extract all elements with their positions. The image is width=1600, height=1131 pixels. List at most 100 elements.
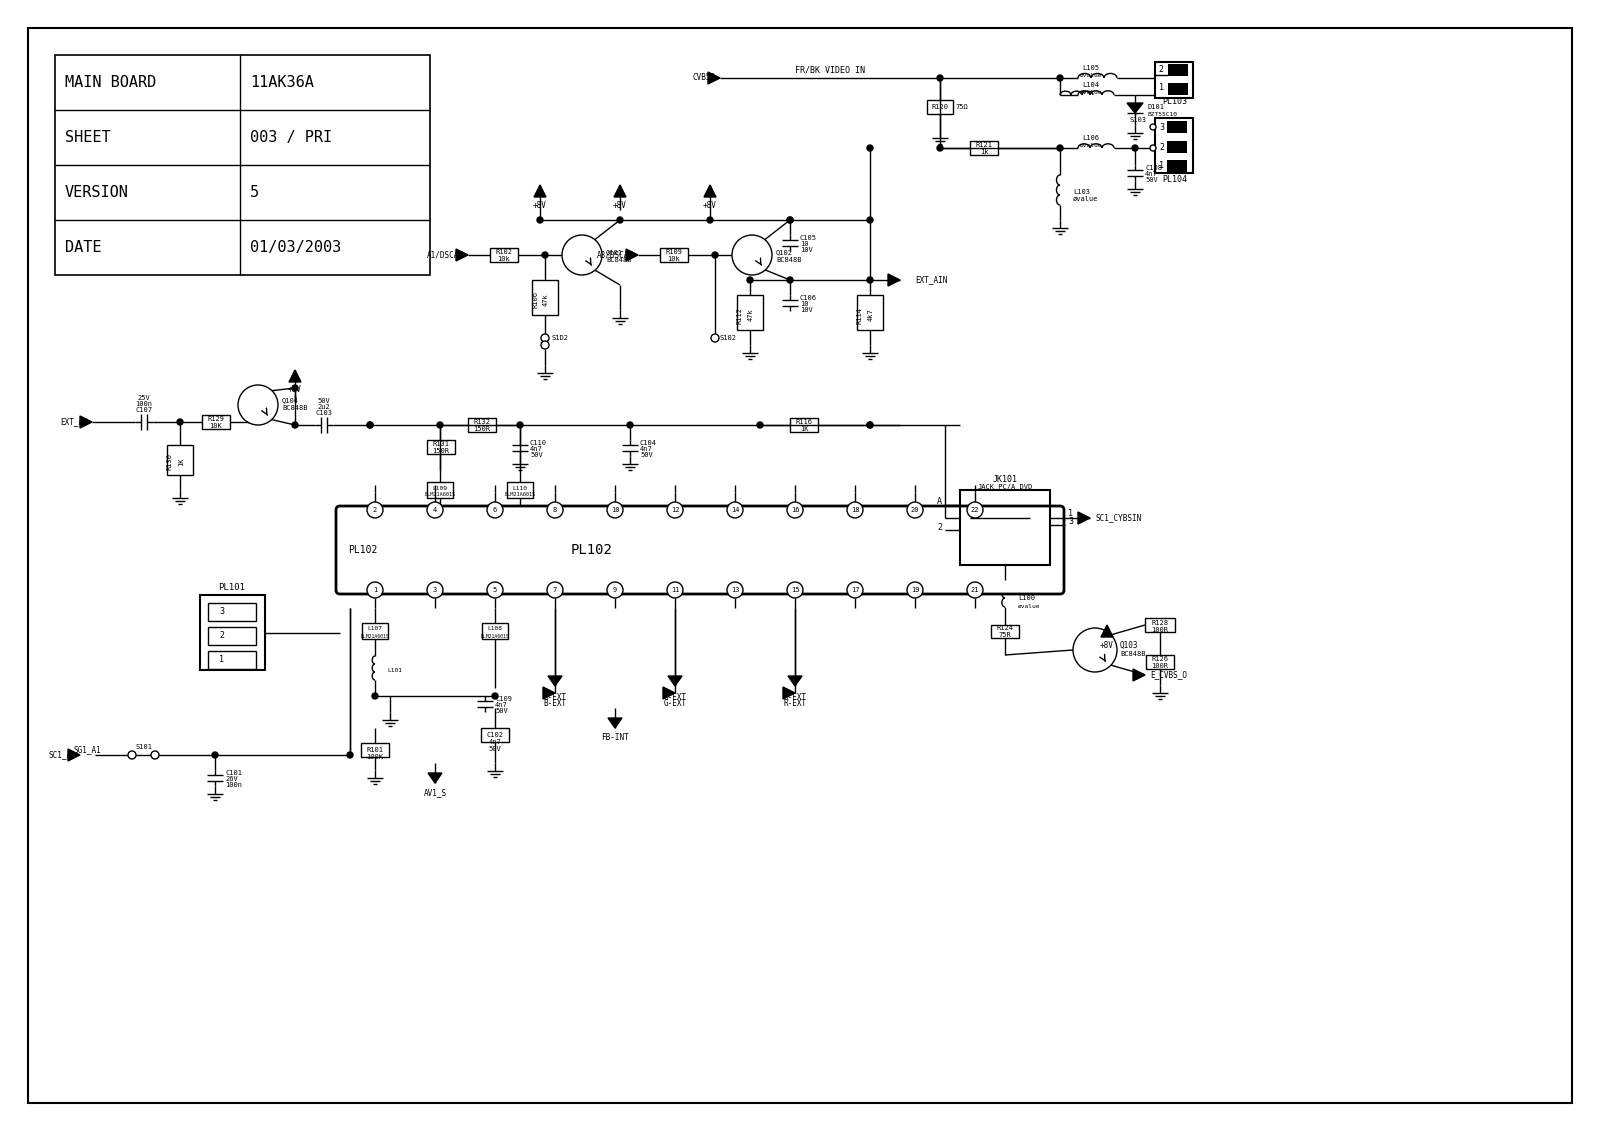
Text: 4n7: 4n7	[1146, 171, 1158, 176]
Bar	[482, 623, 509, 639]
Circle shape	[846, 582, 862, 598]
Text: 11AK36A: 11AK36A	[250, 75, 314, 90]
Text: C103: C103	[315, 411, 333, 416]
Text: SG1_A1: SG1_A1	[74, 745, 101, 754]
Circle shape	[538, 217, 542, 223]
Bar	[362, 623, 387, 639]
Text: 3: 3	[1160, 122, 1165, 131]
Text: R114: R114	[858, 307, 862, 323]
Text: R124: R124	[997, 625, 1013, 631]
Text: 10: 10	[800, 301, 808, 307]
Text: R102: R102	[496, 249, 512, 254]
Text: 12: 12	[670, 507, 680, 513]
Text: 2: 2	[373, 507, 378, 513]
Text: AV1_S: AV1_S	[424, 788, 446, 797]
Polygon shape	[534, 185, 546, 197]
Text: +8V: +8V	[1101, 640, 1114, 649]
Text: L106: L106	[1083, 135, 1099, 141]
Circle shape	[867, 422, 874, 428]
Text: L109: L109	[432, 485, 448, 491]
Text: 4k7: 4k7	[867, 309, 874, 321]
Polygon shape	[456, 249, 467, 261]
Text: 2: 2	[938, 523, 942, 532]
Text: 26V: 26V	[226, 776, 238, 782]
Text: 20: 20	[910, 507, 920, 513]
Circle shape	[366, 422, 373, 428]
Polygon shape	[1078, 512, 1090, 524]
Text: 15: 15	[790, 587, 800, 593]
Text: Q101: Q101	[606, 249, 622, 254]
Text: 100R: 100R	[1152, 627, 1168, 633]
Text: 01/03/2003: 01/03/2003	[250, 240, 341, 254]
Text: C104: C104	[640, 440, 658, 446]
Text: øvalue: øvalue	[1080, 89, 1102, 95]
Text: R128: R128	[1152, 620, 1168, 625]
Text: 50V: 50V	[494, 708, 507, 714]
Text: JK101: JK101	[992, 475, 1018, 484]
Polygon shape	[80, 416, 93, 428]
Text: 47k: 47k	[542, 294, 549, 307]
Circle shape	[747, 277, 754, 283]
Text: 1: 1	[1158, 84, 1163, 93]
Polygon shape	[614, 185, 626, 197]
Text: 50V: 50V	[530, 452, 542, 458]
Bar	[960, 490, 1050, 566]
Circle shape	[1058, 75, 1062, 81]
Text: SHEET: SHEET	[66, 130, 110, 145]
Text: 1: 1	[1069, 509, 1074, 518]
Text: 50V: 50V	[640, 452, 653, 458]
Bar	[1166, 121, 1187, 133]
Bar	[790, 418, 818, 432]
Bar	[208, 627, 256, 645]
Text: 4n7: 4n7	[530, 446, 542, 452]
Text: 3: 3	[434, 587, 437, 593]
Circle shape	[366, 502, 382, 518]
Bar	[208, 603, 256, 621]
Text: A1/DSCAT: A1/DSCAT	[427, 250, 464, 259]
Text: 9: 9	[613, 587, 618, 593]
Circle shape	[486, 502, 502, 518]
Text: 003 / PRI: 003 / PRI	[250, 130, 333, 145]
Text: 150R: 150R	[474, 426, 491, 432]
Text: 150R: 150R	[432, 448, 450, 454]
Text: 10: 10	[800, 241, 808, 247]
Text: BC848B: BC848B	[776, 257, 802, 264]
Polygon shape	[626, 249, 638, 261]
Text: L103: L103	[1074, 189, 1090, 195]
Text: BLM21A601S: BLM21A601S	[360, 633, 389, 639]
Text: 10V: 10V	[800, 307, 813, 313]
Circle shape	[618, 217, 622, 223]
Text: EXT_AIN: EXT_AIN	[915, 276, 947, 285]
Polygon shape	[429, 772, 442, 783]
Bar	[1155, 118, 1194, 173]
Text: 6: 6	[493, 507, 498, 513]
Text: VERSION: VERSION	[66, 185, 130, 200]
Circle shape	[178, 418, 182, 425]
Text: BC848B: BC848B	[1120, 651, 1146, 657]
Circle shape	[371, 693, 378, 699]
Text: C106: C106	[800, 295, 818, 301]
Text: 21: 21	[971, 587, 979, 593]
Text: 11: 11	[670, 587, 680, 593]
Bar	[54, 55, 430, 275]
Text: 2u2: 2u2	[318, 404, 330, 411]
Polygon shape	[707, 72, 720, 84]
Circle shape	[211, 752, 218, 758]
Text: L107: L107	[368, 627, 382, 631]
Text: 1: 1	[219, 656, 224, 665]
Text: 1: 1	[373, 587, 378, 593]
Text: Q103: Q103	[1120, 640, 1139, 649]
Bar	[661, 248, 688, 262]
Bar	[208, 651, 256, 670]
Bar	[202, 415, 230, 429]
Text: 4n7: 4n7	[494, 702, 507, 708]
Polygon shape	[542, 687, 555, 699]
Text: L110: L110	[512, 485, 528, 491]
Text: 50V: 50V	[1146, 176, 1158, 183]
Circle shape	[787, 217, 794, 223]
Text: 16: 16	[790, 507, 800, 513]
Bar	[166, 444, 194, 475]
Text: S101: S101	[136, 744, 152, 750]
Bar	[1155, 62, 1194, 98]
Circle shape	[938, 145, 942, 152]
